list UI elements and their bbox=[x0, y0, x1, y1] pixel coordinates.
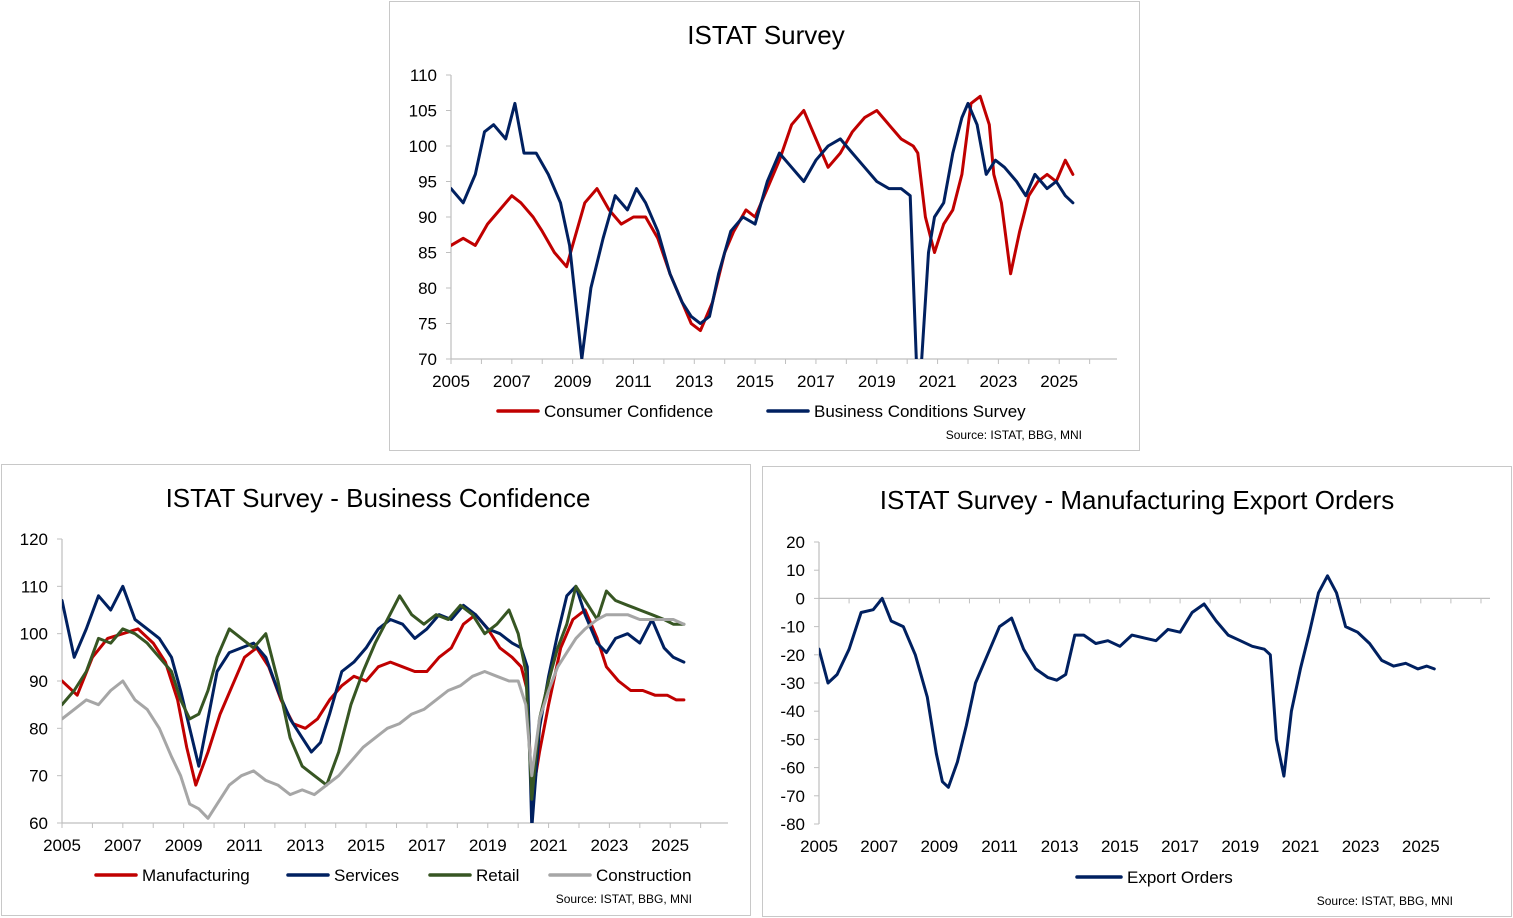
y-tick-label: 0 bbox=[796, 589, 805, 608]
x-tick-label: 2019 bbox=[1221, 837, 1259, 856]
x-tick-label: 2011 bbox=[981, 837, 1018, 856]
y-tick-label: 90 bbox=[29, 672, 48, 691]
x-tick-label: 2009 bbox=[920, 837, 958, 856]
y-tick-label: 70 bbox=[418, 350, 437, 369]
source-note: Source: ISTAT, BBG, MNI bbox=[1317, 894, 1453, 908]
series-line-retail bbox=[62, 584, 686, 801]
x-tick-label: 2015 bbox=[347, 836, 385, 855]
x-tick-label: 2013 bbox=[1041, 837, 1079, 856]
y-tick-label: 75 bbox=[418, 315, 437, 334]
legend-label: Services bbox=[334, 866, 399, 885]
x-tick-label: 2005 bbox=[800, 837, 838, 856]
legend-label: Manufacturing bbox=[142, 866, 250, 885]
y-tick-label: 110 bbox=[410, 66, 437, 85]
y-tick-label: -50 bbox=[780, 730, 805, 749]
series-line-export-orders bbox=[819, 574, 1436, 789]
source-note: Source: ISTAT, BBG, MNI bbox=[556, 892, 692, 906]
legend-label: Export Orders bbox=[1127, 868, 1233, 887]
x-tick-label: 2013 bbox=[675, 372, 713, 391]
x-tick-label: 2025 bbox=[651, 836, 689, 855]
x-tick-label: 2011 bbox=[226, 836, 263, 855]
y-tick-label: 120 bbox=[20, 530, 48, 549]
chart-panel-business-confidence: ISTAT Survey - Business Confidence Sourc… bbox=[1, 464, 751, 916]
y-tick-label: -10 bbox=[780, 618, 805, 637]
y-tick-label: 100 bbox=[409, 137, 437, 156]
y-tick-label: -20 bbox=[780, 646, 805, 665]
chart-title: ISTAT Survey bbox=[687, 20, 845, 50]
y-tick-label: -30 bbox=[780, 674, 805, 693]
y-tick-label: 10 bbox=[786, 561, 805, 580]
x-tick-label: 2007 bbox=[104, 836, 142, 855]
x-tick-label: 2023 bbox=[1342, 837, 1380, 856]
chart-panel-top: ISTAT Survey Source: ISTAT, BBG, MNI 70 7… bbox=[389, 1, 1140, 451]
x-tick-label: 2017 bbox=[1161, 837, 1199, 856]
x-tick-label: 2015 bbox=[736, 372, 774, 391]
x-tick-label: 2011 bbox=[615, 372, 652, 391]
business-confidence-chart: ISTAT Survey - Business Confidence Sourc… bbox=[20, 483, 728, 906]
export-orders-chart: ISTAT Survey - Manufacturing Export Orde… bbox=[780, 485, 1490, 908]
x-tick-label: 2009 bbox=[554, 372, 592, 391]
series-line-consumer-confidence bbox=[451, 94, 1075, 333]
series-line-manufacturing bbox=[62, 608, 686, 801]
x-tick-label: 2021 bbox=[1282, 837, 1320, 856]
x-tick-label: 2021 bbox=[919, 372, 957, 391]
x-tick-label: 2015 bbox=[1101, 837, 1139, 856]
x-tick-label: 2007 bbox=[493, 372, 531, 391]
chart-title: ISTAT Survey - Business Confidence bbox=[166, 483, 591, 513]
y-tick-label: -60 bbox=[780, 759, 805, 778]
chart-panel-export-orders: ISTAT Survey - Manufacturing Export Orde… bbox=[762, 466, 1512, 917]
y-tick-label: 85 bbox=[418, 244, 437, 263]
source-note: Source: ISTAT, BBG, MNI bbox=[946, 428, 1082, 442]
x-tick-label: 2017 bbox=[408, 836, 446, 855]
y-tick-label: 60 bbox=[29, 814, 48, 833]
y-tick-label: -80 bbox=[780, 815, 805, 834]
y-tick-label: 20 bbox=[786, 533, 805, 552]
y-tick-label: 95 bbox=[418, 173, 437, 192]
x-tick-label: 2023 bbox=[979, 372, 1017, 391]
x-tick-label: 2023 bbox=[590, 836, 628, 855]
series-line-business-conditions-survey bbox=[451, 101, 1075, 359]
x-tick-label: 2019 bbox=[469, 836, 507, 855]
legend-label: Consumer Confidence bbox=[544, 402, 713, 421]
y-tick-label: -70 bbox=[780, 787, 805, 806]
y-tick-label: 70 bbox=[29, 767, 48, 786]
x-tick-label: 2021 bbox=[530, 836, 568, 855]
y-tick-label: 100 bbox=[20, 625, 48, 644]
x-tick-label: 2017 bbox=[797, 372, 835, 391]
istat-survey-chart: ISTAT Survey Source: ISTAT, BBG, MNI 70 7… bbox=[409, 20, 1117, 442]
x-tick-label: 2019 bbox=[858, 372, 896, 391]
x-tick-label: 2005 bbox=[43, 836, 81, 855]
y-tick-label: 110 bbox=[21, 577, 48, 596]
chart-title: ISTAT Survey - Manufacturing Export Orde… bbox=[880, 485, 1394, 515]
legend-label: Retail bbox=[476, 866, 519, 885]
x-tick-label: 2005 bbox=[432, 372, 470, 391]
y-tick-label: -40 bbox=[780, 702, 805, 721]
legend-label: Business Conditions Survey bbox=[814, 402, 1026, 421]
x-tick-label: 2007 bbox=[860, 837, 898, 856]
x-tick-label: 2025 bbox=[1402, 837, 1440, 856]
x-tick-label: 2025 bbox=[1040, 372, 1078, 391]
x-tick-label: 2009 bbox=[165, 836, 203, 855]
y-tick-label: 105 bbox=[409, 102, 437, 121]
series-line-construction bbox=[62, 613, 686, 820]
x-tick-label: 2013 bbox=[286, 836, 324, 855]
y-tick-label: 90 bbox=[418, 208, 437, 227]
y-tick-label: 80 bbox=[418, 279, 437, 298]
y-tick-label: 80 bbox=[29, 719, 48, 738]
legend-label: Construction bbox=[596, 866, 691, 885]
